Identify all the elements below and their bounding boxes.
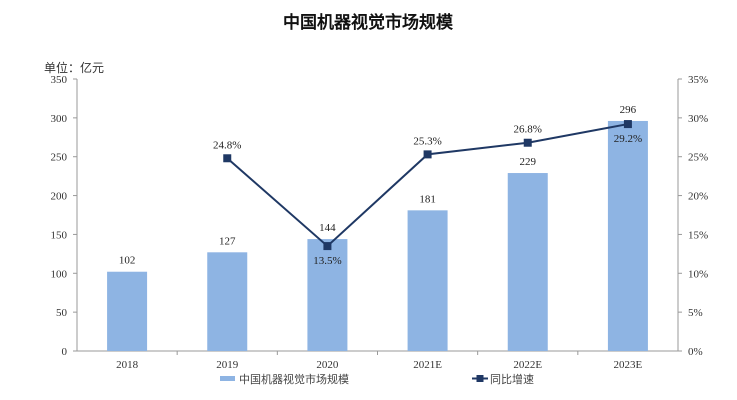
growth-value-label: 24.8%	[213, 139, 241, 151]
right-axis-tick-label: 10%	[688, 268, 708, 280]
legend-bar-swatch	[220, 376, 235, 381]
left-axis-tick-label: 300	[51, 113, 68, 125]
growth-marker	[623, 120, 632, 129]
bar-value-label: 229	[520, 156, 537, 168]
line-series	[223, 120, 632, 251]
left-axis-tick-label: 50	[56, 307, 68, 319]
bar	[407, 210, 448, 351]
growth-value-label: 26.8%	[514, 124, 542, 136]
bar	[307, 239, 348, 351]
left-axis-tick-label: 250	[51, 152, 68, 164]
right-axis-tick-label: 5%	[688, 307, 703, 319]
right-axis-tick-label: 20%	[688, 191, 708, 203]
legend-bar-label: 中国机器视觉市场规模	[239, 372, 349, 386]
bar	[507, 173, 548, 351]
right-axis-tick-label: 35%	[688, 74, 708, 86]
legend-line-label: 同比增速	[490, 372, 534, 386]
bar-value-label: 181	[419, 193, 436, 205]
x-axis-category-label: 2021E	[413, 359, 442, 371]
legend: 中国机器视觉市场规模 同比增速	[220, 372, 534, 386]
bar	[207, 252, 248, 351]
growth-marker	[323, 242, 332, 251]
legend-line-marker	[476, 375, 484, 382]
growth-marker	[523, 138, 532, 147]
bar-value-label: 144	[319, 222, 336, 234]
chart-title: 中国机器视觉市场规模	[283, 12, 454, 33]
x-axis-category-label: 2023E	[614, 359, 643, 371]
right-axis-tick-label: 25%	[688, 152, 708, 164]
left-axis-tick-label: 100	[51, 268, 68, 280]
right-axis-tick-label: 15%	[688, 229, 708, 241]
x-axis-category-label: 2018	[116, 359, 139, 371]
unit-label: 单位：亿元	[44, 60, 104, 75]
bar	[107, 271, 148, 351]
bar-value-label: 296	[620, 104, 637, 116]
bar-value-label: 102	[119, 255, 136, 267]
left-axis-tick-label: 200	[51, 191, 68, 203]
left-axis-tick-label: 0	[62, 346, 68, 358]
left-axis-tick-label: 150	[51, 229, 68, 241]
growth-value-label: 29.2%	[614, 133, 642, 145]
growth-marker	[223, 154, 232, 163]
x-axis-category-label: 2019	[216, 359, 239, 371]
x-axis-category-label: 2020	[316, 359, 339, 371]
growth-value-label: 25.3%	[413, 135, 441, 147]
growth-marker	[423, 150, 432, 159]
axes: 0 50 100 150 200 250 300 350 0% 5% 10% 15% 20% 25% 30%…	[51, 74, 709, 371]
left-axis-tick-label: 350	[51, 74, 68, 86]
data-labels: 102 127 144 181 229 296 24.8% 13.5% 25.3% 26.8% 29…	[119, 104, 642, 267]
bar-series	[107, 120, 648, 351]
growth-value-label: 13.5%	[313, 255, 341, 267]
right-axis-tick-label: 0%	[688, 346, 703, 358]
right-axis-tick-label: 30%	[688, 113, 708, 125]
bar	[607, 120, 648, 351]
x-axis-category-label: 2022E	[513, 359, 542, 371]
bar-value-label: 127	[219, 235, 236, 247]
